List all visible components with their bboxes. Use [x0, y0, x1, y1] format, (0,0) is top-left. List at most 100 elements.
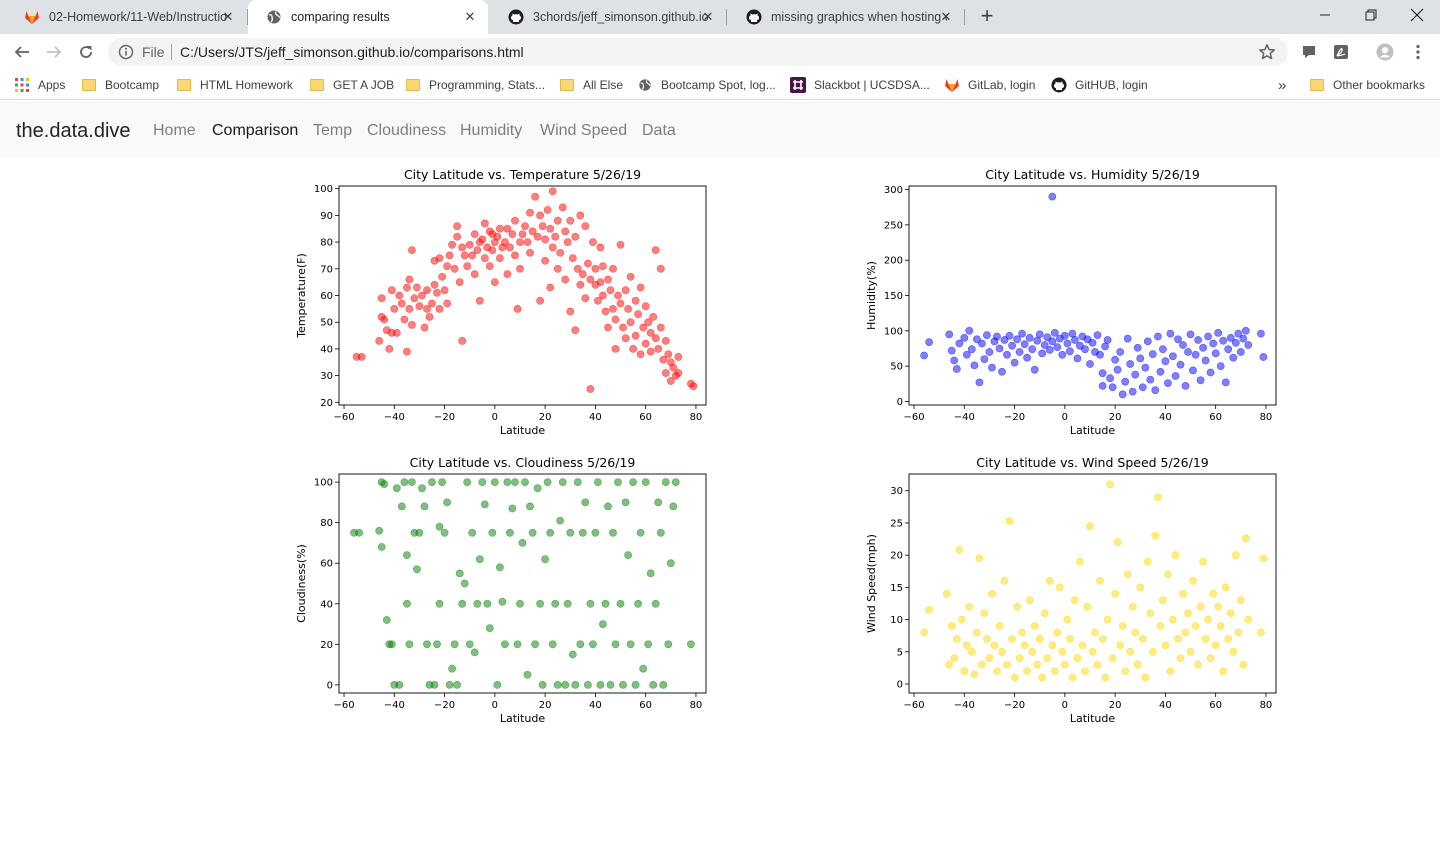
data-point [463, 262, 472, 270]
data-point [578, 528, 587, 537]
new-tab-button[interactable]: + [980, 3, 994, 28]
data-point [528, 227, 537, 236]
minimize-button[interactable] [1302, 0, 1348, 30]
data-point [448, 240, 456, 249]
close-icon[interactable]: ✕ [464, 9, 476, 24]
github-icon [746, 9, 762, 25]
data-point [1118, 390, 1127, 399]
data-point [1221, 583, 1230, 592]
star-icon[interactable] [1258, 43, 1276, 61]
data-point [415, 302, 424, 311]
data-point [616, 599, 625, 608]
y-axis-label: Temperature(F) [295, 253, 308, 339]
data-point [480, 219, 489, 228]
data-point [1098, 634, 1107, 643]
reload-button[interactable] [74, 40, 98, 64]
bookmark-gitlab-login[interactable]: GitLab, login [944, 76, 1035, 94]
data-point [656, 264, 665, 273]
bookmark-html-homework[interactable]: HTML Homework [176, 76, 293, 94]
bookmark-all-else[interactable]: All Else [559, 76, 623, 94]
nav-humidity[interactable]: Humidity [460, 122, 523, 139]
forward-button[interactable] [42, 40, 66, 64]
y-tick-label: 50 [320, 318, 333, 329]
nav-home[interactable]: Home [153, 122, 196, 139]
data-point [543, 206, 552, 214]
data-point [1196, 602, 1205, 611]
data-point [606, 680, 615, 689]
data-point [443, 262, 451, 270]
data-point [598, 291, 607, 300]
data-point [435, 522, 444, 531]
x-axis-label: Latitude [1070, 712, 1116, 725]
site-brand-link[interactable]: the.data.dive [16, 120, 131, 142]
scheme-label: File [142, 44, 165, 60]
data-point [609, 304, 617, 313]
x-tick-label: −40 [954, 700, 975, 711]
data-point [390, 304, 399, 313]
nav-cloudiness[interactable]: Cloudiness [367, 122, 447, 139]
data-point [651, 246, 660, 254]
bookmark-apps[interactable]: Apps [14, 76, 65, 94]
data-point [596, 243, 605, 252]
bookmark-slackbot[interactable]: Slackbot | UCSDSA... [790, 76, 930, 94]
bookmarks-overflow-button[interactable]: » [1278, 76, 1286, 94]
nav-temp[interactable]: Temp [313, 122, 353, 139]
data-point [1161, 357, 1170, 366]
data-point [975, 378, 984, 387]
tab-gitlab-homework[interactable]: 02-Homework/11-Web/Instructio ✕ [6, 0, 246, 34]
data-point [576, 211, 585, 220]
data-point [543, 478, 552, 486]
bookmark-programming-stats[interactable]: Programming, Stats... [405, 76, 545, 94]
y-tick-label: 60 [320, 291, 333, 302]
bookmark-bootcamp-spot[interactable]: Bootcamp Spot, log... [637, 76, 776, 94]
restore-button[interactable] [1348, 0, 1394, 30]
y-tick-label: 0 [897, 397, 903, 408]
bookmark-get-a-job[interactable]: GET A JOB [309, 76, 394, 94]
data-point [621, 498, 630, 507]
nav-data[interactable]: Data [642, 122, 676, 139]
bookmark-github-login[interactable]: GitHUB, login [1051, 76, 1148, 94]
data-point [1153, 332, 1162, 341]
data-point [1048, 641, 1057, 650]
data-point [533, 232, 542, 241]
data-point [1106, 480, 1114, 489]
tab-github-repo[interactable]: 3chords/jeff_simonson.github.io ✕ [490, 0, 726, 34]
data-point [508, 504, 517, 513]
tab-github-issue[interactable]: missing graphics when hosting o ✕ [728, 0, 964, 34]
folder-icon [81, 77, 97, 93]
tab-strip: 02-Homework/11-Web/Instructio ✕ comparin… [0, 0, 1440, 34]
url-text[interactable]: C:/Users/JTS/jeff_simonson.github.io/com… [180, 44, 524, 60]
data-point [445, 680, 454, 689]
address-bar[interactable]: File C:/Users/JTS/jeff_simonson.github.i… [108, 38, 1288, 66]
data-point [1186, 647, 1195, 656]
extension-icon[interactable] [1300, 43, 1318, 61]
bookmark-bootcamp[interactable]: Bootcamp [81, 76, 159, 94]
data-point [634, 310, 642, 319]
data-point [1023, 667, 1031, 675]
data-point [518, 230, 527, 238]
profile-avatar-icon[interactable] [1376, 43, 1394, 61]
x-tick-label: −20 [434, 700, 455, 711]
gitlab-icon [944, 77, 960, 93]
tab-comparing-results[interactable]: comparing results ✕ [248, 0, 488, 34]
data-point [1005, 331, 1014, 340]
close-icon[interactable]: ✕ [940, 9, 952, 24]
other-bookmarks[interactable]: Other bookmarks [1309, 76, 1425, 94]
close-icon[interactable]: ✕ [702, 9, 714, 24]
data-point [495, 224, 504, 233]
close-window-button[interactable] [1394, 0, 1440, 30]
info-icon[interactable] [118, 44, 134, 60]
nav-wind-speed[interactable]: Wind Speed [540, 122, 628, 139]
menu-kebab-icon[interactable] [1409, 43, 1427, 61]
close-icon[interactable]: ✕ [222, 9, 234, 24]
back-button[interactable] [10, 40, 34, 64]
pdf-extension-icon[interactable] [1332, 43, 1350, 61]
data-point [380, 315, 389, 324]
data-point [1025, 333, 1034, 342]
data-point [601, 599, 610, 608]
nav-comparison[interactable]: Comparison [212, 122, 299, 139]
data-point [518, 539, 527, 547]
data-point [960, 333, 969, 342]
data-point [1005, 517, 1014, 525]
data-point [978, 339, 986, 348]
